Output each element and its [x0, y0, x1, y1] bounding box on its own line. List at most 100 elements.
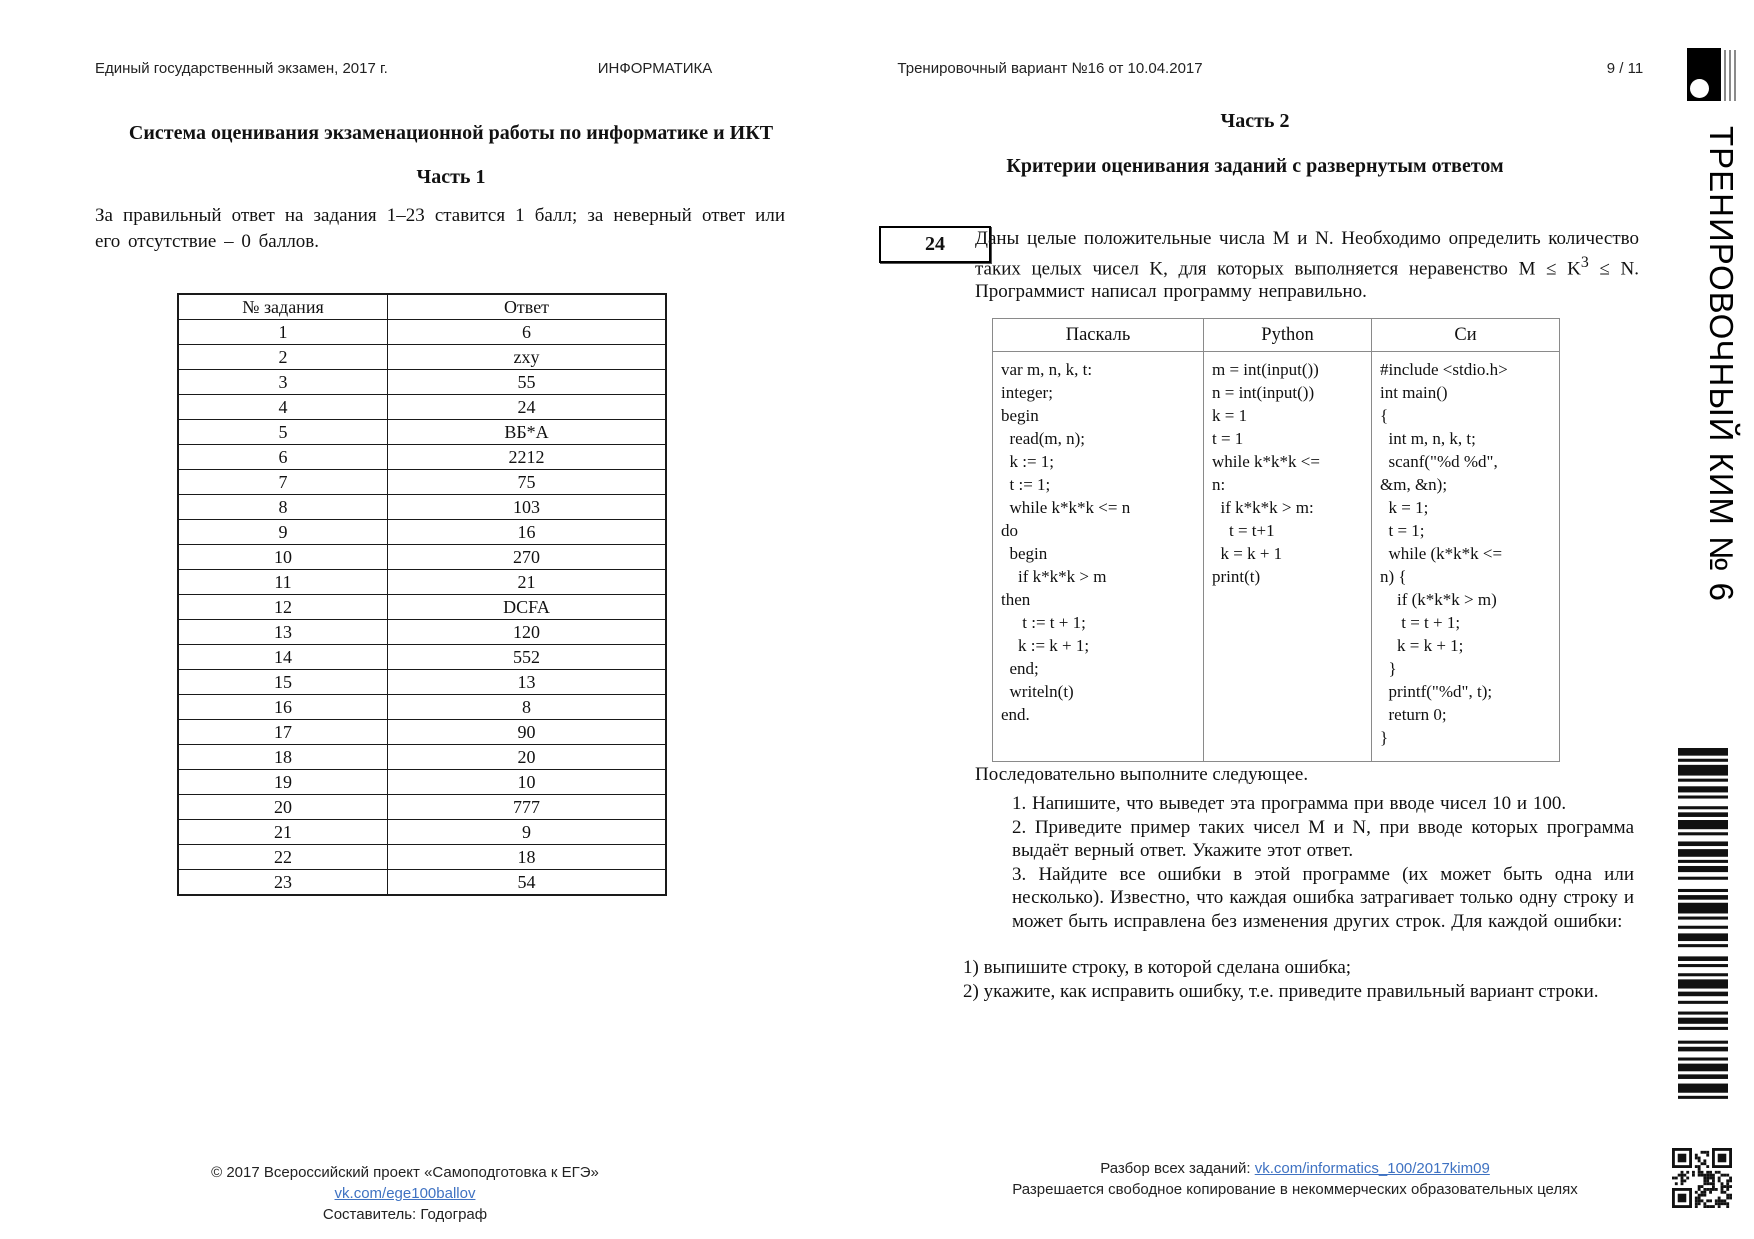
table-cell: 16 [177, 694, 388, 720]
c-code-cell: #include <stdio.h> int main() { int m, n… [1371, 351, 1560, 762]
code-table-body-row: var m, n, k, t: integer; begin read(m, n… [992, 351, 1560, 762]
table-cell: 18 [387, 844, 667, 870]
task-24-text: Даны целые положительные числа M и N. Не… [975, 227, 1639, 304]
table-cell: 21 [177, 819, 388, 845]
table-cell: 5 [177, 419, 388, 445]
pascal-code-cell: var m, n, k, t: integer; begin read(m, n… [992, 351, 1204, 762]
table-cell: 13 [177, 619, 388, 645]
part1-intro: За правильный ответ на задания 1–23 став… [95, 205, 785, 252]
table-row: 4 24 [177, 394, 667, 420]
footer-project-link[interactable]: vk.com/ege100ballov [334, 1185, 476, 1202]
footer-solutions-text: Разбор всех заданий: [1100, 1160, 1255, 1177]
table-row: 17 90 [177, 719, 667, 745]
part1-heading: Часть 1 [416, 166, 486, 188]
table-row: 12 DCFA [177, 594, 667, 620]
table-cell: 2212 [387, 444, 667, 470]
table-row: 3 55 [177, 369, 667, 395]
table-cell: 1 [177, 319, 388, 345]
table-row: 13 120 [177, 619, 667, 645]
table-row: 18 20 [177, 744, 667, 770]
table-cell: 6 [177, 444, 388, 470]
python-code: m = int(input()) n = int(input()) k = 1 … [1212, 360, 1320, 586]
table-row: 16 8 [177, 694, 667, 720]
table-cell: 8 [177, 494, 388, 520]
table-cell: 552 [387, 644, 667, 670]
qr-code [1672, 1148, 1732, 1208]
table-cell: 54 [387, 869, 667, 896]
table-cell: 777 [387, 794, 667, 820]
table-row: 7 75 [177, 469, 667, 495]
table-cell: 24 [387, 394, 667, 420]
table-cell: 19 [177, 769, 388, 795]
table-cell: 75 [387, 469, 667, 495]
table-row: 5 ВБ*А [177, 419, 667, 445]
table-cell: 4 [177, 394, 388, 420]
scoring-system-title: Система оценивания экзаменационной работ… [128, 122, 774, 144]
publisher-logo-icon [1687, 48, 1742, 103]
table-cell: 8 [387, 694, 667, 720]
table-cell: 7 [177, 469, 388, 495]
footer-copyright-line: © 2017 Всероссийский проект «Самоподгото… [150, 1162, 660, 1204]
table-cell: 2 [177, 344, 388, 370]
list-item: 1. Напишите, что выведет эта программа п… [1012, 793, 1567, 814]
table-cell: 9 [177, 519, 388, 545]
table-cell: 55 [387, 369, 667, 395]
header-subject-label: ИНФОРМАТИКА [597, 60, 713, 77]
column-header-task-number: № задания [177, 293, 388, 320]
table-cell: 10 [177, 544, 388, 570]
column-header-c: Си [1371, 318, 1560, 352]
table-row: 10 270 [177, 544, 667, 570]
table-row: 2 zxy [177, 344, 667, 370]
pascal-code: var m, n, k, t: integer; begin read(m, n… [1001, 360, 1131, 724]
footer-copyright-text: © 2017 Всероссийский проект «Самоподгото… [211, 1164, 599, 1181]
list-item: 1) выпишите строку, в которой сделана ош… [963, 957, 1352, 978]
list-item: 2. Приведите пример таких чисел М и N, п… [1012, 816, 1634, 862]
table-cell: 16 [387, 519, 667, 545]
table-cell: 270 [387, 544, 667, 570]
table-cell: 90 [387, 719, 667, 745]
table-cell: 17 [177, 719, 388, 745]
footer-author-line: Составитель: Годограф [322, 1206, 488, 1223]
code-listings-table: Паскаль Python Си var m, n, k, t: intege… [992, 318, 1560, 762]
table-cell: 103 [387, 494, 667, 520]
table-cell: 15 [177, 669, 388, 695]
footer-right: Разбор всех заданий: vk.com/informatics_… [940, 1158, 1650, 1200]
table-row: 21 9 [177, 819, 667, 845]
table-row: 6 2212 [177, 444, 667, 470]
table-cell: 22 [177, 844, 388, 870]
footer-license-line: Разрешается свободное копирование в неко… [1012, 1181, 1578, 1198]
column-header-answer: Ответ [387, 293, 667, 320]
answers-table-header-row: № задания Ответ [177, 293, 667, 320]
table-cell: zxy [387, 344, 667, 370]
table-row: 8 103 [177, 494, 667, 520]
header-variant-label: Тренировочный вариант №16 от 10.04.2017 [897, 60, 1203, 77]
table-cell: 18 [177, 744, 388, 770]
footer-left: © 2017 Всероссийский проект «Самоподгото… [150, 1162, 660, 1225]
list-item: 3. Найдите все ошибки в этой программе (… [1012, 863, 1634, 932]
table-row: 14 552 [177, 644, 667, 670]
page-number: 9 / 11 [1606, 60, 1644, 77]
barcode [1678, 748, 1728, 1105]
task-text-superscript: 3 [1580, 253, 1589, 271]
answers-table: № задания Ответ 1 6 2 zxy 3 55 4 24 5 ВБ*А 6 2212 7 7… [177, 293, 667, 896]
followup-text: Последовательно выполните следующее. [975, 764, 1309, 785]
python-code-cell: m = int(input()) n = int(input()) k = 1 … [1203, 351, 1372, 762]
footer-solutions-line: Разбор всех заданий: vk.com/informatics_… [940, 1158, 1650, 1179]
task-steps-list: 1. Напишите, что выведет эта программа п… [1012, 792, 1634, 933]
table-cell: 13 [387, 669, 667, 695]
column-header-python: Python [1203, 318, 1372, 352]
criteria-heading: Критерии оценивания заданий с развернуты… [1006, 155, 1504, 177]
table-cell: 12 [177, 594, 388, 620]
table-cell: 20 [387, 744, 667, 770]
column-header-pascal: Паскаль [992, 318, 1204, 352]
c-code: #include <stdio.h> int main() { int m, n… [1380, 360, 1508, 747]
task-text-post: ≤ N. Программист написал программу непра… [975, 257, 1640, 303]
table-row: 20 777 [177, 794, 667, 820]
table-cell: 120 [387, 619, 667, 645]
table-cell: 23 [177, 869, 388, 896]
footer-solutions-link[interactable]: vk.com/informatics_100/2017kim09 [1254, 1160, 1490, 1177]
error-instructions-list: 1) выпишите строку, в которой сделана ош… [963, 956, 1653, 1003]
table-cell: ВБ*А [387, 419, 667, 445]
